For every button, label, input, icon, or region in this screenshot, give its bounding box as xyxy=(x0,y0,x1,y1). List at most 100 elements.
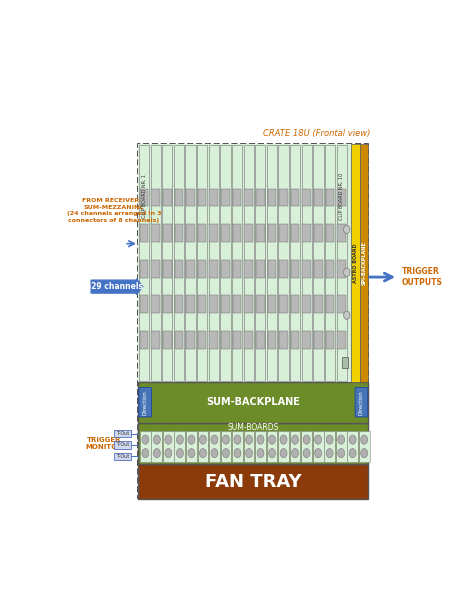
Bar xyxy=(268,295,276,313)
Bar xyxy=(186,431,197,462)
Circle shape xyxy=(257,449,264,458)
Bar xyxy=(279,188,288,206)
Bar xyxy=(186,295,195,313)
Bar xyxy=(244,260,253,278)
Bar xyxy=(151,145,161,381)
Bar xyxy=(291,331,299,349)
Circle shape xyxy=(153,435,160,444)
Text: TRIGGER
MONITOR: TRIGGER MONITOR xyxy=(85,437,123,450)
Bar xyxy=(233,295,241,313)
Bar xyxy=(351,143,360,382)
Bar xyxy=(302,331,311,349)
Circle shape xyxy=(176,449,183,458)
Bar xyxy=(291,295,299,313)
Circle shape xyxy=(188,435,195,444)
Bar xyxy=(220,145,230,381)
Bar xyxy=(152,431,162,462)
Bar xyxy=(302,224,311,242)
Bar xyxy=(151,331,160,349)
Bar xyxy=(209,188,218,206)
Circle shape xyxy=(246,435,252,444)
Bar xyxy=(301,431,312,462)
Bar xyxy=(138,382,369,423)
Bar xyxy=(326,295,334,313)
Bar xyxy=(209,295,218,313)
Bar xyxy=(138,423,369,464)
Circle shape xyxy=(222,435,230,444)
Bar xyxy=(244,295,253,313)
Bar xyxy=(151,295,160,313)
Bar xyxy=(233,224,241,242)
Text: 529 channels: 529 channels xyxy=(86,282,143,291)
Circle shape xyxy=(176,435,183,444)
Circle shape xyxy=(280,435,287,444)
Bar xyxy=(114,441,131,449)
Circle shape xyxy=(211,449,218,458)
Text: CLIP BOARD NR. 1: CLIP BOARD NR. 1 xyxy=(141,174,147,218)
Bar xyxy=(151,188,160,206)
Circle shape xyxy=(211,435,218,444)
Bar xyxy=(163,224,171,242)
Bar xyxy=(278,431,289,462)
Bar xyxy=(151,260,160,278)
Circle shape xyxy=(199,449,207,458)
Text: FROM RECEIVER-II
SUM-MEZZANINE
(24 channels arranged in 3
connectors of 8 channe: FROM RECEIVER-II SUM-MEZZANINE (24 chann… xyxy=(67,198,161,223)
Bar xyxy=(290,431,301,462)
Bar xyxy=(198,431,208,462)
Circle shape xyxy=(326,449,333,458)
Text: CRATE 18U (Frontal view): CRATE 18U (Frontal view) xyxy=(263,129,370,138)
Bar xyxy=(347,431,358,462)
Circle shape xyxy=(246,449,252,458)
Bar xyxy=(198,188,207,206)
Bar xyxy=(175,260,183,278)
Bar xyxy=(198,224,207,242)
Bar xyxy=(314,295,323,313)
Bar xyxy=(256,188,265,206)
Bar xyxy=(233,260,241,278)
Bar xyxy=(268,224,276,242)
Bar xyxy=(291,224,299,242)
Circle shape xyxy=(292,435,298,444)
Bar xyxy=(140,295,148,313)
Bar xyxy=(291,260,299,278)
Bar xyxy=(140,431,151,462)
Bar xyxy=(232,145,242,381)
Circle shape xyxy=(361,435,368,444)
Bar xyxy=(175,431,185,462)
Circle shape xyxy=(257,435,264,444)
Bar xyxy=(197,145,207,381)
Text: FAN TRAY: FAN TRAY xyxy=(205,473,302,491)
Text: SUM-BACKPLANE: SUM-BACKPLANE xyxy=(207,397,300,407)
Text: T-Out: T-Out xyxy=(116,454,130,459)
Bar xyxy=(338,188,346,206)
Bar xyxy=(279,224,288,242)
Bar xyxy=(163,295,171,313)
Bar xyxy=(268,331,276,349)
Bar xyxy=(256,224,265,242)
Bar xyxy=(163,188,171,206)
Circle shape xyxy=(234,449,241,458)
Circle shape xyxy=(303,449,310,458)
Bar xyxy=(255,145,266,381)
Bar xyxy=(360,143,369,382)
Bar xyxy=(338,331,346,349)
Text: CLIP BOARD NR. 10: CLIP BOARD NR. 10 xyxy=(339,172,344,220)
Bar xyxy=(256,260,265,278)
Bar xyxy=(302,295,311,313)
Circle shape xyxy=(153,449,160,458)
Bar xyxy=(209,331,218,349)
Bar xyxy=(290,145,300,381)
Circle shape xyxy=(326,435,333,444)
Circle shape xyxy=(303,435,310,444)
Bar xyxy=(162,145,172,381)
Circle shape xyxy=(165,435,172,444)
Bar xyxy=(314,224,323,242)
Bar xyxy=(314,260,323,278)
Circle shape xyxy=(338,449,345,458)
Circle shape xyxy=(234,435,241,444)
FancyBboxPatch shape xyxy=(138,143,369,499)
Circle shape xyxy=(292,449,298,458)
Bar xyxy=(139,145,149,381)
Bar xyxy=(338,224,346,242)
Bar xyxy=(337,145,347,381)
